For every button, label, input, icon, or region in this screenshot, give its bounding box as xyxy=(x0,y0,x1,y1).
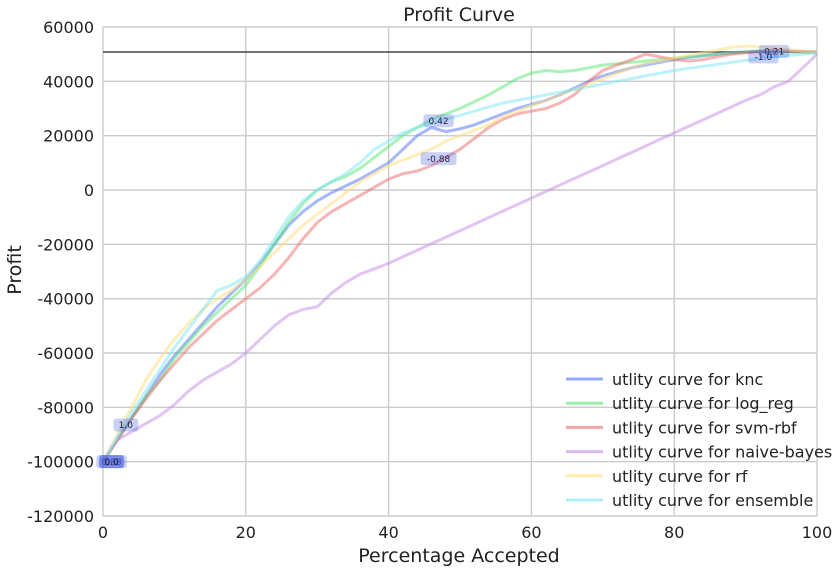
x-tick-labels: 0 20 40 60 80 100 xyxy=(98,523,832,542)
annotation: 1.0 xyxy=(113,418,139,432)
series-line xyxy=(101,44,818,463)
legend-item: utlity curve for svm-rbf xyxy=(566,418,797,437)
annotation-text: 0.0 xyxy=(104,458,119,468)
y-tick-label: -120000 xyxy=(27,507,94,526)
legend-label: utlity curve for naive-bayes xyxy=(612,443,832,462)
x-tick-label: 40 xyxy=(378,523,398,542)
annotation: 0.0 xyxy=(99,455,124,469)
y-tick-label: -60000 xyxy=(37,344,94,363)
annotation-text: 1.0 xyxy=(119,421,134,431)
annotation-text: 0.88 xyxy=(102,458,122,468)
annotation: -0.88 xyxy=(420,152,457,166)
x-tick-label: 0 xyxy=(98,523,108,542)
annotation-text: -0.88 xyxy=(427,155,451,165)
y-tick-label: -40000 xyxy=(37,290,94,309)
legend-label: utlity curve for log_reg xyxy=(612,394,794,414)
series-line xyxy=(101,51,818,463)
legend-item: utlity curve for log_reg xyxy=(566,394,794,414)
annotation-box xyxy=(758,44,790,58)
annotation-text: 0.21 xyxy=(764,48,784,58)
annotation: 0.0 xyxy=(99,455,124,469)
legend: utlity curve for knc utlity curve for log… xyxy=(566,370,832,510)
annotation-box xyxy=(99,455,124,469)
annotation-box xyxy=(99,455,124,469)
legend-label: utlity curve for knc xyxy=(612,370,763,389)
plot-border xyxy=(102,26,818,517)
y-tick-label: 40000 xyxy=(43,72,94,91)
annotation-text: 0.42 xyxy=(429,117,449,127)
legend-item: utlity curve for rf xyxy=(566,467,748,486)
annotation-box xyxy=(96,455,127,469)
plot-area: 0.21-1.00.42-0.881.00.880.00.00.0 xyxy=(96,26,819,517)
annotation-box xyxy=(748,50,779,64)
series-line xyxy=(101,53,819,463)
y-tick-label: 0 xyxy=(84,181,94,200)
y-tick-label: 60000 xyxy=(43,18,94,37)
x-tick-label: 60 xyxy=(521,523,541,542)
y-tick-label: -80000 xyxy=(37,398,94,417)
legend-label: utlity curve for rf xyxy=(612,467,748,486)
y-tick-label: -100000 xyxy=(27,453,94,472)
annotation: 0.42 xyxy=(423,114,454,128)
legend-label: utlity curve for ensemble xyxy=(612,491,813,510)
annotation-box xyxy=(423,114,454,128)
series-line xyxy=(101,48,818,463)
legend-label: utlity curve for svm-rbf xyxy=(612,418,797,437)
annotation-text: 0.0 xyxy=(104,458,119,468)
legend-item: utlity curve for ensemble xyxy=(566,491,813,510)
x-tick-label: 100 xyxy=(802,523,833,542)
annotation-box xyxy=(113,418,139,432)
x-tick-label: 80 xyxy=(664,523,684,542)
annotation-box xyxy=(420,152,457,166)
x-tick-label: 20 xyxy=(236,523,256,542)
chart-title: Profit Curve xyxy=(403,4,515,26)
annotation-box xyxy=(99,455,124,469)
y-tick-labels: -120000 -100000 -80000 -60000 -40000 -20000 0 2… xyxy=(27,18,94,526)
annotations: 0.21-1.00.42-0.881.00.880.00.00.0 xyxy=(96,44,790,469)
annotation: 0.88 xyxy=(96,455,127,469)
annotation-text: -1.0 xyxy=(755,53,773,63)
y-tick-label: 20000 xyxy=(43,127,94,146)
x-axis-label: Percentage Accepted xyxy=(358,545,559,567)
y-axis-label: Profit xyxy=(4,245,26,295)
series-lines xyxy=(101,44,819,463)
annotation-text: 0.0 xyxy=(104,458,119,468)
legend-item: utlity curve for knc xyxy=(566,370,763,389)
annotation: 0.0 xyxy=(99,455,124,469)
annotation: 0.21 xyxy=(758,44,790,58)
y-tick-label: -20000 xyxy=(37,235,94,254)
legend-item: utlity curve for naive-bayes xyxy=(566,443,832,462)
series-line xyxy=(101,49,818,463)
annotation: -1.0 xyxy=(748,50,779,64)
